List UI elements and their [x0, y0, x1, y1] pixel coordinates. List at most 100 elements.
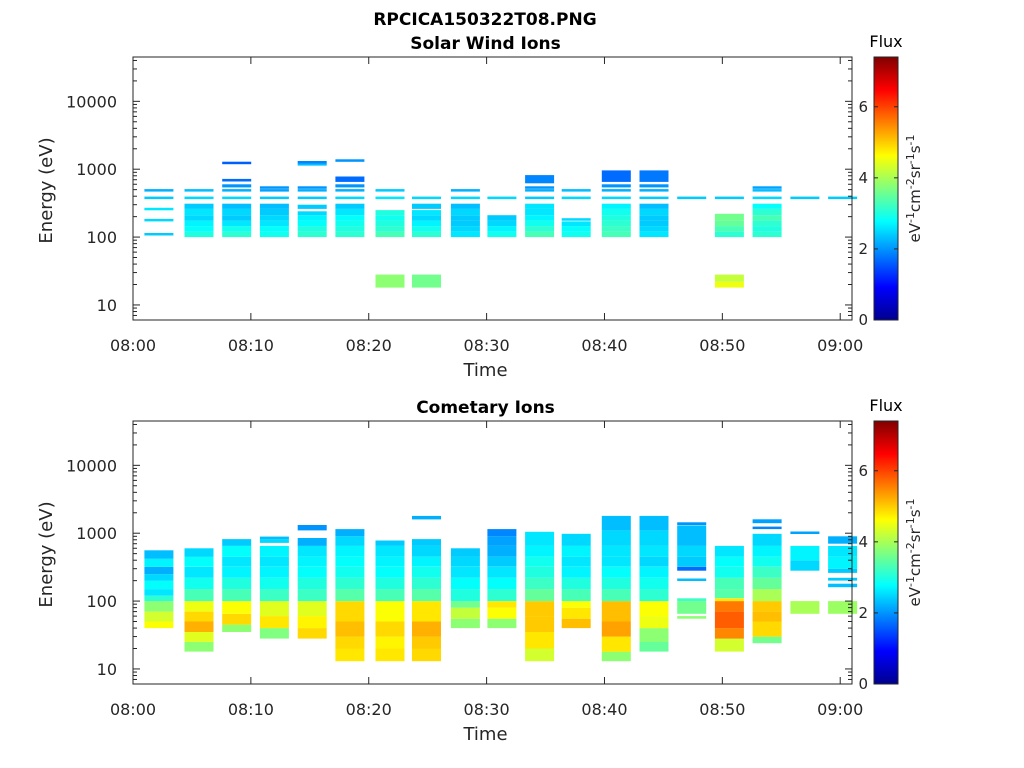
- flux-cell: [828, 536, 858, 544]
- flux-cell: [222, 577, 252, 590]
- flux-cell: [375, 189, 405, 192]
- flux-cell: [412, 589, 441, 602]
- flux-cell: [525, 220, 555, 227]
- flux-cell: [184, 215, 214, 221]
- flux-cell: [639, 566, 669, 578]
- flux-cell: [144, 196, 174, 200]
- flux-cell: [450, 226, 480, 232]
- flux-cell: [601, 208, 631, 216]
- flux-cell: [375, 648, 405, 662]
- colorbar-unit-label: eV-1cm-2sr-1s-1: [904, 498, 925, 606]
- flux-cell: [412, 226, 441, 232]
- panel-title: Cometary Ions: [416, 398, 555, 418]
- flux-cell: [828, 545, 858, 557]
- flux-cell: [335, 184, 365, 188]
- flux-cell: [259, 616, 289, 629]
- flux-cell: [601, 556, 631, 567]
- flux-cell: [450, 566, 480, 578]
- flux-cell: [375, 231, 405, 238]
- flux-cell: [259, 601, 289, 617]
- axes-box: [132, 56, 853, 321]
- flux-cell: [752, 220, 782, 227]
- flux-cell: [335, 226, 365, 232]
- flux-cell: [561, 607, 591, 619]
- flux-cell: [450, 618, 480, 629]
- flux-cell: [639, 589, 669, 602]
- flux-cell: [259, 226, 289, 232]
- flux-cell: [222, 231, 252, 238]
- flux-cell: [714, 231, 744, 238]
- flux-cell: [375, 545, 405, 557]
- flux-cell: [639, 577, 669, 590]
- flux-cell: [259, 566, 289, 578]
- flux-cell: [375, 196, 405, 200]
- flux-cell: [561, 218, 591, 221]
- y-ticks: [132, 421, 852, 685]
- flux-cell: [259, 556, 289, 567]
- flux-cell: [601, 566, 631, 578]
- flux-cell: [639, 641, 669, 652]
- flux-cell: [714, 566, 744, 578]
- flux-cell: [561, 589, 591, 602]
- flux-cell: [790, 196, 820, 200]
- flux-cell: [450, 607, 480, 619]
- flux-cell: [450, 220, 480, 227]
- flux-cell: [412, 566, 441, 578]
- flux-cell: [525, 577, 555, 590]
- flux-cell: [561, 533, 591, 546]
- flux-cell: [297, 163, 327, 166]
- x-tick-label: 09:00: [817, 700, 863, 719]
- flux-cell: [144, 189, 174, 192]
- flux-cell: [714, 226, 744, 232]
- flux-cell: [144, 566, 174, 575]
- flux-cell: [601, 220, 631, 227]
- flux-cell: [714, 628, 744, 639]
- flux-cell: [297, 215, 327, 221]
- flux-cell: [525, 189, 555, 192]
- flux-cell: [639, 530, 669, 546]
- flux-cell: [487, 226, 517, 232]
- flux-cell: [525, 632, 555, 649]
- flux-cell: [259, 186, 289, 189]
- flux-cell: [487, 215, 517, 221]
- flux-cell: [639, 220, 669, 227]
- flux-cell: [450, 556, 480, 567]
- flux-cell: [601, 515, 631, 531]
- flux-cell: [714, 601, 744, 612]
- spectrogram-cells: [144, 159, 858, 288]
- colorbar: Flux 0 2 4 6 eV-1cm-2sr-1s-1: [858, 32, 924, 329]
- flux-cell: [677, 566, 707, 571]
- flux-cell: [828, 577, 858, 581]
- flux-cell: [561, 226, 591, 232]
- flux-cell: [525, 589, 555, 602]
- flux-cell: [828, 196, 858, 200]
- colorbar-tick-label: 0: [858, 675, 868, 693]
- flux-cell: [375, 601, 405, 622]
- flux-cell: [561, 545, 591, 557]
- flux-cell: [297, 220, 327, 227]
- flux-cell: [525, 186, 555, 189]
- flux-cell: [450, 577, 480, 590]
- colorbar-tick-label: 2: [858, 240, 868, 258]
- flux-cell: [184, 231, 214, 238]
- flux-cell: [677, 196, 707, 200]
- flux-cell: [487, 577, 517, 590]
- flux-cell: [639, 556, 669, 567]
- flux-cell: [714, 598, 744, 602]
- flux-cell: [297, 589, 327, 602]
- flux-cell: [375, 589, 405, 602]
- flux-cell: [184, 189, 214, 192]
- flux-cell: [335, 566, 365, 578]
- flux-cell: [601, 577, 631, 590]
- flux-cell: [639, 184, 669, 188]
- flux-cell: [752, 533, 782, 546]
- flux-cell: [790, 531, 820, 534]
- flux-cell: [677, 598, 707, 602]
- flux-cell: [297, 231, 327, 238]
- flux-cell: [561, 601, 591, 608]
- flux-cell: [144, 574, 174, 581]
- flux-cell: [335, 648, 365, 662]
- flux-cell: [375, 621, 405, 637]
- flux-cell: [601, 170, 631, 182]
